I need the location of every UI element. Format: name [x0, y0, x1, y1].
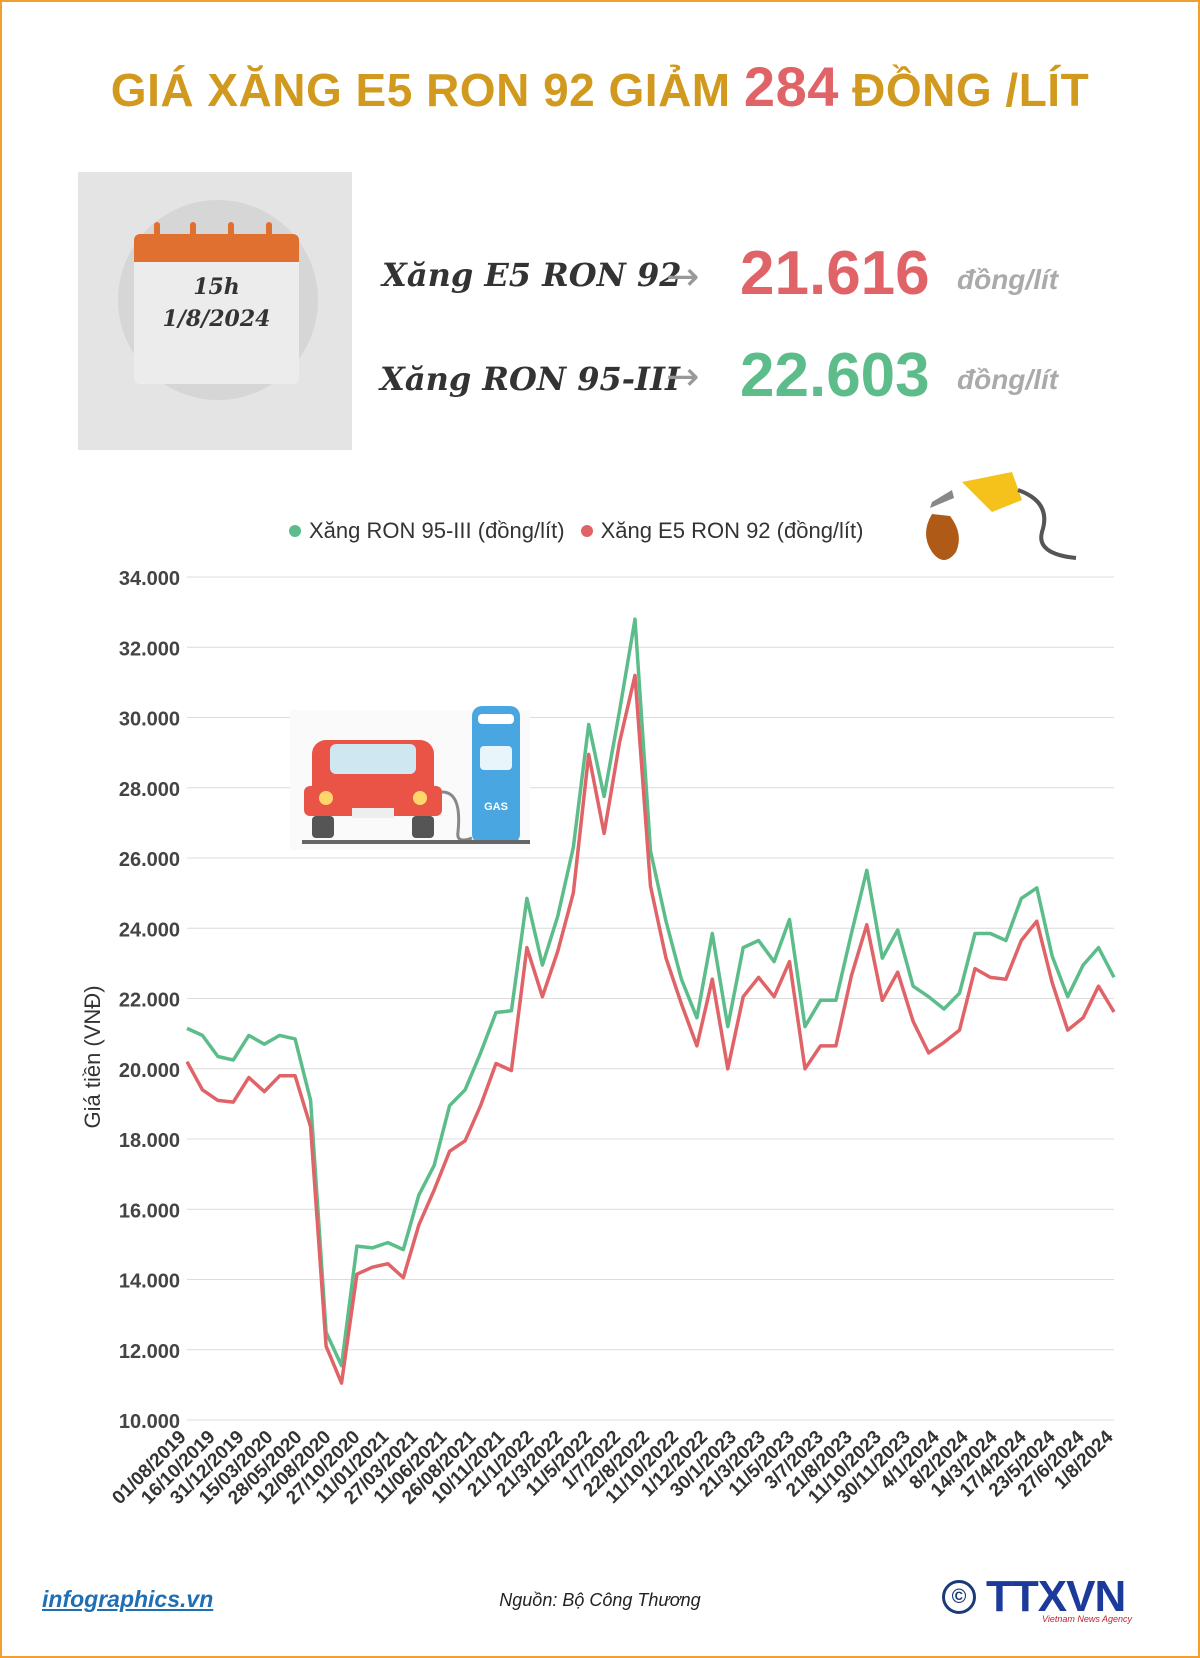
- y-tick-label: 26.000: [119, 849, 180, 871]
- y-tick-label: 10.000: [119, 1411, 180, 1433]
- price-label-e5: Xăng E5 RON 92: [382, 256, 682, 294]
- legend-item: Xăng RON 95-III (đồng/lít): [289, 518, 565, 544]
- legend-dot-icon: [580, 525, 593, 537]
- arrow-right-icon: →: [666, 354, 700, 400]
- chart-legend: Xăng RON 95-III (đồng/lít) Xăng E5 RON 9…: [289, 518, 879, 544]
- y-tick-label: 34.000: [119, 568, 180, 590]
- agency-logo: TTXVN: [986, 1572, 1126, 1621]
- y-tick-label: 14.000: [119, 1271, 180, 1293]
- title-amount: 284: [743, 55, 839, 118]
- y-tick-label: 22.000: [119, 990, 180, 1012]
- series-line-e5: [185, 673, 1116, 1385]
- price-label-ron95: Xăng RON 95-III: [380, 360, 680, 398]
- series-line-ron95: [186, 617, 1116, 1368]
- svg-text:GAS: GAS: [484, 801, 508, 813]
- calendar-ring-icon: [266, 222, 272, 244]
- y-tick-label: 30.000: [119, 709, 180, 731]
- y-axis-label: Giá tiền (VNĐ): [80, 985, 105, 1128]
- calendar-icon: [134, 242, 299, 384]
- agency-logo-subtitle: Vietnam News Agency: [1042, 1614, 1133, 1624]
- site-link[interactable]: infographics.vn: [42, 1586, 214, 1612]
- y-tick-label: 20.000: [119, 1060, 180, 1082]
- calendar-ring-icon: [190, 222, 196, 244]
- calendar-date: 1/8/2024: [162, 306, 271, 332]
- price-unit-ron95: đồng/lít: [957, 364, 1059, 395]
- car-gas-station-icon: GAS: [290, 706, 530, 850]
- calendar-time: 15h: [193, 274, 240, 300]
- y-tick-label: 28.000: [119, 779, 180, 801]
- fuel-nozzle-icon: [926, 472, 1077, 560]
- y-tick-label: 12.000: [119, 1341, 180, 1363]
- title-suffix: ĐỒNG /LÍT: [852, 64, 1090, 116]
- y-tick-label: 16.000: [119, 1200, 180, 1222]
- y-tick-label: 32.000: [119, 638, 180, 660]
- price-line-chart: 10.000 12.000 14.000 16.000 18.000 20.000 22.0…: [80, 472, 1118, 1509]
- calendar-ring-icon: [228, 222, 234, 244]
- y-tick-label: 18.000: [119, 1130, 180, 1152]
- y-tick-label: 24.000: [119, 919, 180, 941]
- price-value-ron95: 22.603: [740, 341, 930, 410]
- calendar-ring-icon: [154, 222, 160, 244]
- arrow-right-icon: →: [666, 254, 700, 300]
- price-unit-e5: đồng/lít: [957, 264, 1059, 295]
- legend-label: Xăng RON 95-III (đồng/lít): [309, 518, 565, 543]
- copyright-icon: ©: [942, 1580, 976, 1614]
- title-prefix: GIÁ XĂNG E5 RON 92 GIẢM: [110, 64, 731, 116]
- calendar-panel: 15h 1/8/2024: [78, 172, 352, 450]
- legend-dot-icon: [289, 525, 301, 537]
- legend-label: Xăng E5 RON 92 (đồng/lít): [600, 518, 864, 543]
- price-value-e5: 21.616: [740, 239, 930, 308]
- legend-item: Xăng E5 RON 92 (đồng/lít): [580, 518, 864, 544]
- source-note: Nguồn: Bộ Công Thương: [499, 1590, 701, 1610]
- page-title: GIÁ XĂNG E5 RON 92 GIẢM 284 ĐỒNG /LÍT: [2, 54, 1198, 119]
